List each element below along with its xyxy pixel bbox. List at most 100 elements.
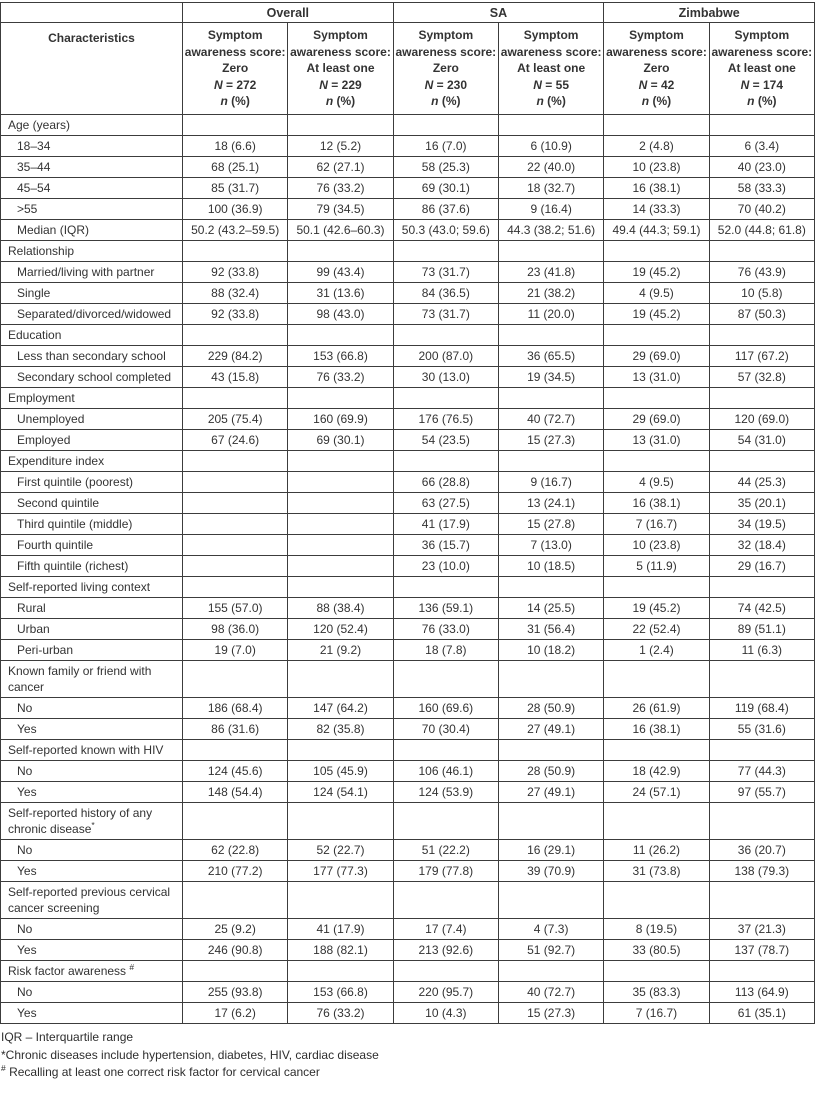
value-cell: 16 (38.1) — [603, 177, 710, 199]
empty-cell — [181, 324, 289, 346]
table-row: >55 100 (36.9) 79 (34.5) 86 (37.6) 9 (16.4) 1… — [0, 198, 816, 220]
row-label: >55 — [0, 198, 183, 220]
row-label: 18–34 — [0, 135, 183, 157]
row-label: No — [0, 697, 183, 719]
column-header-line: awareness score: — [395, 44, 497, 59]
section-header-row: Self-reported previous cervical cancer s… — [0, 881, 816, 919]
row-label: Fourth quintile — [0, 534, 183, 556]
table-body: Age (years) 18–34 18 (6.6) 12 (5.2) 16 (7.0)… — [0, 114, 816, 1024]
value-cell: 177 (77.3) — [287, 860, 394, 882]
value-cell: 67 (24.6) — [181, 429, 289, 451]
column-header-line: n (%) — [325, 94, 356, 109]
column-header-line: Zero — [643, 61, 670, 76]
section-header-row: Relationship — [0, 240, 816, 262]
empty-cell — [708, 240, 816, 262]
row-label: Yes — [0, 781, 183, 803]
empty-cell — [392, 660, 499, 698]
row-label: No — [0, 981, 183, 1003]
value-cell: 32 (18.4) — [708, 534, 816, 556]
value-cell: 86 (31.6) — [181, 718, 289, 740]
value-cell: 220 (95.7) — [392, 981, 499, 1003]
section-header-row: Known family or friend with cancer — [0, 660, 816, 698]
column-header-line: Symptom — [523, 28, 579, 43]
section-header-row: Risk factor awareness # — [0, 960, 816, 982]
table-row: Separated/divorced/widowed 92 (33.8) 98 (4… — [0, 303, 816, 325]
value-cell: 99 (43.4) — [287, 261, 394, 283]
value-cell: 40 (72.7) — [497, 981, 605, 1003]
value-cell: 55 (31.6) — [708, 718, 816, 740]
group-header-zimbabwe: Zimbabwe — [603, 2, 815, 23]
section-header-row: Education — [0, 324, 816, 346]
table-row: Yes 17 (6.2) 76 (33.2) 10 (4.3) 15 (27.3) 7 (… — [0, 1002, 816, 1024]
value-cell: 62 (22.8) — [181, 839, 289, 861]
value-cell: 153 (66.8) — [287, 345, 394, 367]
empty-cell — [497, 960, 605, 982]
value-cell: 16 (7.0) — [392, 135, 499, 157]
row-label: Separated/divorced/widowed — [0, 303, 183, 325]
value-cell: 2 (4.8) — [603, 135, 710, 157]
empty-cell — [603, 114, 710, 136]
value-cell: 5 (11.9) — [603, 555, 710, 577]
value-cell: 124 (45.6) — [181, 760, 289, 782]
value-cell: 76 (43.9) — [708, 261, 816, 283]
column-header: Symptom awareness score: At least one N = 1… — [708, 22, 816, 115]
section-header-row: Age (years) — [0, 114, 816, 136]
empty-cell — [287, 576, 394, 598]
value-cell: 179 (77.8) — [392, 860, 499, 882]
empty-cell — [603, 802, 710, 840]
row-label: Rural — [0, 597, 183, 619]
value-cell: 10 (18.5) — [497, 555, 605, 577]
row-label: Fifth quintile (richest) — [0, 555, 183, 577]
value-cell: 13 (24.1) — [497, 492, 605, 514]
row-label: Median (IQR) — [0, 219, 183, 241]
section-label: Relationship — [0, 240, 183, 262]
value-cell: 54 (31.0) — [708, 429, 816, 451]
empty-cell — [392, 114, 499, 136]
group-header-sa: SA — [392, 2, 605, 23]
table-row: Fifth quintile (richest) 23 (10.0) 10 (18.… — [0, 555, 816, 577]
value-cell: 13 (31.0) — [603, 429, 710, 451]
section-label: Risk factor awareness # — [0, 960, 183, 982]
table-row: No 186 (68.4) 147 (64.2) 160 (69.6) 28 (50.9… — [0, 697, 816, 719]
value-cell: 34 (19.5) — [708, 513, 816, 535]
value-cell: 76 (33.2) — [287, 366, 394, 388]
value-cell: 39 (70.9) — [497, 860, 605, 882]
value-cell: 200 (87.0) — [392, 345, 499, 367]
empty-cell — [181, 471, 289, 493]
empty-cell — [287, 114, 394, 136]
empty-cell — [603, 387, 710, 409]
value-cell: 19 (7.0) — [181, 639, 289, 661]
value-cell: 11 (20.0) — [497, 303, 605, 325]
value-cell: 22 (52.4) — [603, 618, 710, 640]
column-header: Symptom awareness score: Zero N = 272 n (%) — [181, 22, 289, 115]
empty-cell — [392, 739, 499, 761]
value-cell: 19 (45.2) — [603, 261, 710, 283]
value-cell: 70 (30.4) — [392, 718, 499, 740]
section-label: Employment — [0, 387, 183, 409]
table-row: Urban 98 (36.0) 120 (52.4) 76 (33.0) 31 (56.… — [0, 618, 816, 640]
group-header-row: Overall SA Zimbabwe — [0, 2, 815, 23]
value-cell: 35 (20.1) — [708, 492, 816, 514]
value-cell: 10 (4.3) — [392, 1002, 499, 1024]
value-cell: 50.3 (43.0; 59.6) — [392, 219, 499, 241]
empty-cell — [603, 739, 710, 761]
table-row: First quintile (poorest) 66 (28.8) 9 (16.7… — [0, 471, 816, 493]
empty-cell — [181, 555, 289, 577]
value-cell: 153 (66.8) — [287, 981, 394, 1003]
value-cell: 148 (54.4) — [181, 781, 289, 803]
value-cell: 31 (56.4) — [497, 618, 605, 640]
section-label-superscript: * — [91, 820, 95, 830]
value-cell: 73 (31.7) — [392, 261, 499, 283]
empty-cell — [392, 802, 499, 840]
column-header-line: Symptom — [313, 28, 368, 43]
value-cell: 41 (17.9) — [287, 918, 394, 940]
empty-cell — [708, 114, 816, 136]
empty-cell — [603, 240, 710, 262]
value-cell: 88 (32.4) — [181, 282, 289, 304]
value-cell: 27 (49.1) — [497, 718, 605, 740]
column-header-line: Zero — [432, 61, 459, 76]
table-row: Yes 86 (31.6) 82 (35.8) 70 (30.4) 27 (49.1) 1… — [0, 718, 816, 740]
value-cell: 205 (75.4) — [181, 408, 289, 430]
empty-cell — [497, 240, 605, 262]
empty-cell — [497, 324, 605, 346]
